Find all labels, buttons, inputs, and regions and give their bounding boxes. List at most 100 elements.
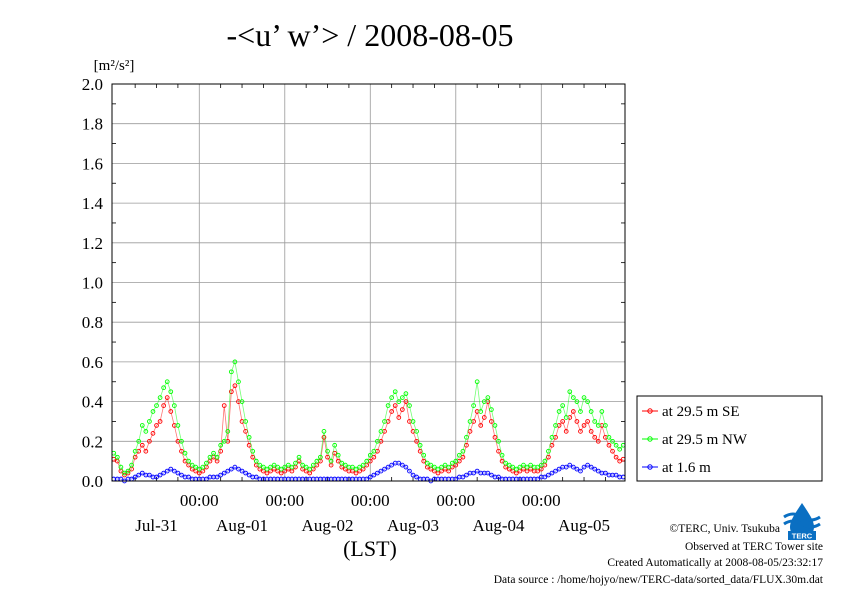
data-point (485, 470, 491, 476)
data-point (421, 458, 427, 464)
data-point (588, 464, 594, 470)
data-point (328, 458, 334, 464)
data-point (595, 438, 601, 444)
data-point (171, 403, 177, 408)
data-point (581, 464, 587, 470)
data-point (546, 472, 551, 478)
data-point (503, 460, 509, 466)
data-point (563, 464, 569, 470)
data-point (196, 466, 202, 472)
data-point (246, 434, 252, 440)
data-point (592, 466, 598, 472)
data-point (396, 399, 402, 404)
y-tick-label: 0.6 (82, 353, 103, 372)
x-tick-label: 00:00 (436, 491, 475, 510)
data-point (318, 454, 323, 460)
data-point (154, 423, 159, 428)
data-point (595, 423, 601, 428)
data-point (592, 434, 598, 440)
x-day-label: Aug-03 (387, 516, 439, 535)
data-point (435, 466, 441, 472)
data-point (321, 434, 327, 440)
data-point (147, 438, 152, 444)
data-point (157, 472, 163, 478)
data-point (446, 464, 452, 470)
x-day-label: Aug-05 (558, 516, 610, 535)
data-point (428, 462, 434, 468)
data-point (567, 389, 573, 395)
data-point (407, 468, 412, 474)
data-point (424, 460, 430, 466)
data-point (204, 460, 209, 466)
data-point (150, 431, 156, 436)
data-point (367, 474, 373, 480)
data-point (293, 460, 298, 466)
data-point (371, 454, 377, 460)
data-point (232, 464, 238, 470)
data-point (168, 409, 174, 414)
data-point (225, 468, 231, 474)
data-point (578, 468, 583, 474)
data-point (392, 389, 398, 395)
data-point (150, 409, 156, 414)
data-point (563, 429, 569, 434)
data-point (114, 454, 120, 460)
data-point (499, 458, 505, 464)
data-point (432, 464, 437, 470)
data-point (549, 434, 555, 440)
y-axis-label: [m²/s²] (94, 58, 135, 74)
data-point (489, 407, 494, 412)
data-point (460, 474, 466, 480)
data-point (481, 399, 487, 404)
data-point (567, 462, 573, 468)
x-day-label: Aug-02 (302, 516, 354, 535)
data-point (250, 448, 256, 454)
data-point (221, 438, 227, 444)
data-point (275, 464, 281, 470)
data-point (467, 419, 473, 424)
y-tick-label: 1.8 (82, 115, 103, 134)
data-point (168, 466, 174, 472)
data-point (132, 474, 138, 480)
data-point (474, 379, 480, 385)
data-point (506, 462, 512, 468)
y-tick-label: 0.8 (82, 313, 103, 332)
data-point (474, 468, 480, 474)
data-point (414, 429, 419, 434)
data-point (125, 468, 131, 474)
data-point (570, 395, 576, 400)
data-point (585, 462, 590, 468)
data-point (342, 462, 348, 468)
data-point (221, 403, 227, 408)
data-point (325, 448, 330, 454)
y-tick-label: 0.4 (82, 393, 104, 412)
data-point (175, 423, 181, 428)
data-point (207, 454, 213, 460)
data-point (239, 399, 245, 404)
y-tick-label: 1.4 (82, 194, 104, 213)
data-point (143, 448, 149, 454)
data-point (578, 429, 583, 434)
y-tick-label: 1.0 (82, 274, 103, 293)
data-point (528, 462, 533, 468)
data-point (278, 466, 284, 472)
logo-text: TERC (792, 532, 813, 541)
data-point (556, 409, 562, 414)
data-point (410, 419, 416, 424)
data-point (193, 464, 199, 470)
logo-drop-icon (790, 503, 814, 539)
data-point (496, 474, 501, 480)
data-point (563, 415, 569, 420)
data-point (553, 468, 558, 474)
data-point (339, 460, 345, 466)
data-point (285, 462, 291, 468)
terc-logo: TERC (783, 503, 821, 541)
series-line (113, 360, 624, 474)
data-point (246, 472, 252, 478)
data-point (403, 391, 409, 397)
data-point (139, 470, 145, 476)
data-point (421, 452, 427, 458)
data-point (321, 429, 327, 434)
plot-frame (111, 83, 626, 482)
